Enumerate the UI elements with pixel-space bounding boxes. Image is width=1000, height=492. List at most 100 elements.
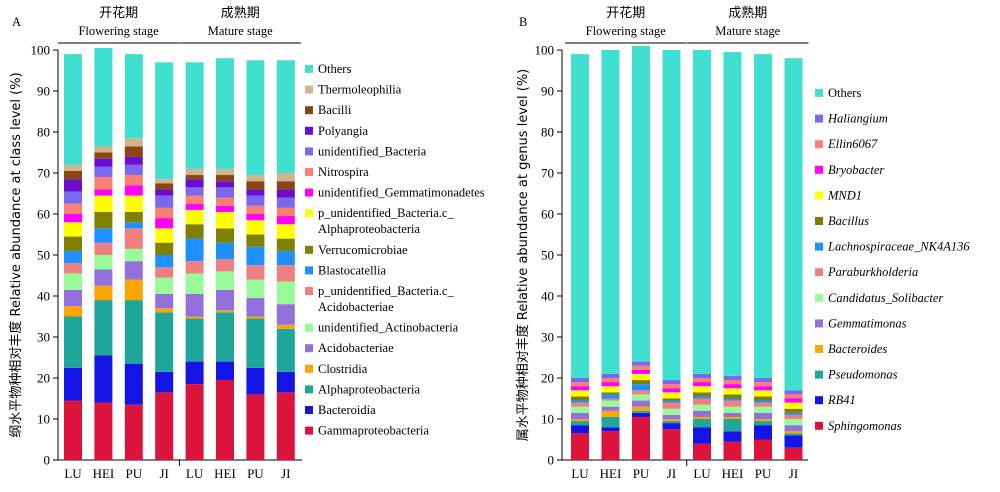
bar-segment [185,62,204,169]
legend-swatch [305,287,313,295]
bar-segment [276,265,295,282]
bar-segment [662,423,681,430]
bar-segment [155,179,174,184]
bar-segment [723,441,742,460]
y-tick-label: 40 [37,289,50,304]
x-tick-label: LU [64,466,82,481]
bar-segment [246,60,265,176]
y-tick-label: 10 [541,412,554,427]
y-axis-title: 属水平物种相对丰度 Relative abundance at genus le… [515,69,531,442]
bar-segment [571,421,589,426]
bar-segment [216,271,234,290]
bar-segment [693,419,711,428]
bar-segment [601,392,620,395]
bar-segment [276,181,295,190]
bar-segment [723,394,742,399]
legend-label: Blastocatellia [318,263,386,277]
bar-segment [155,242,174,255]
bar-segment [155,293,174,309]
legend-swatch [305,426,313,435]
bar-segment [124,164,143,176]
legend-label: Nitrospira [318,165,369,179]
bar-segment [754,396,772,401]
bar-segment [601,386,620,393]
legend-swatch [815,268,823,277]
bar-segment [155,312,174,372]
bar-segment [155,183,174,190]
bar-segment [64,179,82,192]
bar-segment [276,238,295,251]
bar-segment [723,384,742,389]
bar-segment [276,224,295,239]
bar-segment [64,222,82,237]
y-tick-label: 50 [37,248,50,263]
bar-segment [571,378,589,383]
bar-segment [632,369,650,374]
group-label-cn: 开花期 [99,5,138,21]
bar-segment [754,378,772,383]
legend-label: Pseudomonas [827,368,898,382]
bar-segment [784,425,803,432]
legend-swatch [305,323,313,332]
bar-segment [693,378,711,383]
legend-swatch [305,209,313,218]
bar-segment [155,189,174,196]
bar-segment [571,402,589,407]
legend-label: Ellin6067 [827,137,878,151]
bar-segment [246,214,265,221]
bar-segment [693,416,711,419]
bar-segment [723,380,742,385]
bar-segment [216,168,234,176]
bar-segment [216,205,234,212]
bar-segment [632,410,650,413]
legend-label: Clostridia [318,362,368,376]
bar-segment [693,392,711,397]
bar-segment [784,435,803,448]
bar-segment [571,425,589,434]
bar-segment [571,412,589,419]
legend-label: Acidobacteriae [318,300,394,314]
y-tick-label: 60 [37,207,50,222]
bar-segment [124,54,143,139]
bar-segment [216,228,234,243]
bar-segment [693,398,711,405]
bar-segment [124,185,143,196]
x-tick-label: PU [125,466,142,481]
bar-segment [632,400,650,407]
bar-segment [94,47,113,147]
legend-swatch [815,345,823,353]
bar-segment [754,54,772,378]
bar-segment [64,236,82,251]
bar-segment [784,433,803,436]
bar-segment [185,175,204,180]
bar-segment [784,394,803,399]
bar-segment [571,400,589,403]
bar-segment [601,398,620,401]
bar-segment [276,324,295,329]
x-tick-label: HEI [722,466,744,481]
bar-segment [94,355,113,403]
bar-segment [216,361,234,381]
y-tick-label: 90 [541,84,554,99]
bar-segment [124,228,143,249]
bar-segment [723,375,742,381]
bar-segment [94,146,113,153]
bar-segment [601,431,620,460]
bar-segment [185,261,204,274]
legend-swatch [305,168,313,176]
x-tick-label: JI [789,466,798,481]
bar-segment [64,250,82,264]
legend-swatch [305,364,313,373]
bar-segment [64,273,82,290]
y-tick-label: 100 [535,43,555,58]
bar-segment [662,429,681,460]
bar-segment [94,195,113,212]
bar-segment [601,382,620,387]
panel-label: B [519,15,527,29]
bar-segment [632,416,650,460]
bar-segment [246,220,265,235]
bar-segment [632,384,650,391]
bar-segment [94,189,113,196]
bar-segment [94,211,113,229]
